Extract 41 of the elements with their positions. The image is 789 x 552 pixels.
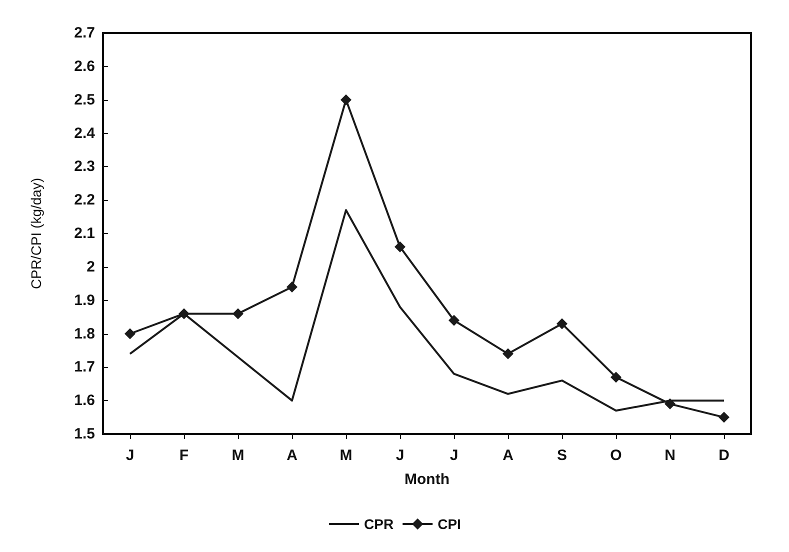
- point: [394, 241, 406, 252]
- point: [502, 348, 514, 360]
- y-tick-label: 2.6: [74, 58, 95, 75]
- point: [286, 281, 298, 292]
- x-tick-label: M: [232, 447, 244, 464]
- point: [610, 372, 622, 383]
- x-tick-label: A: [502, 447, 514, 464]
- x-tick-label: S: [556, 447, 568, 464]
- x-tick-label: A: [286, 447, 298, 464]
- y-tick-label: 2.4: [74, 124, 96, 142]
- point: [556, 318, 568, 330]
- point: [448, 314, 460, 326]
- y-axis-title: CPR/CPI (kg/day): [28, 178, 44, 290]
- point: [178, 308, 190, 320]
- y-tick-label: 1.5: [74, 426, 95, 442]
- x-tick-label: J: [396, 447, 404, 464]
- point: [664, 398, 676, 410]
- x-tick-label: J: [450, 447, 458, 464]
- x-tick-label: D: [718, 447, 730, 464]
- point: [124, 328, 136, 340]
- x-tick-label: J: [126, 447, 134, 464]
- x-tick-label: N: [664, 447, 676, 464]
- y-tick-label: 1.6: [74, 392, 95, 410]
- y-tick-label: 1.8: [74, 325, 95, 342]
- y-tick-label: 2: [86, 258, 95, 276]
- legend-label: CPI: [438, 516, 461, 532]
- x-tick-label: F: [179, 447, 189, 464]
- y-tick-label: 2.7: [74, 24, 95, 42]
- legend-label: CPR: [364, 516, 394, 532]
- point: [340, 94, 352, 106]
- x-tick-label: M: [340, 447, 352, 464]
- y-tick-label: 1.9: [74, 292, 95, 309]
- y-tick-label: 2.5: [74, 91, 95, 108]
- point: [232, 308, 244, 320]
- y-tick-label: 2.3: [74, 158, 95, 176]
- x-tick-label: O: [610, 447, 622, 464]
- point: [718, 412, 730, 423]
- x-axis-title: Month: [404, 471, 450, 488]
- y-tick-label: 2.2: [74, 192, 95, 209]
- y-tick-label: 2.1: [74, 225, 95, 242]
- y-tick-label: 1.7: [74, 358, 95, 376]
